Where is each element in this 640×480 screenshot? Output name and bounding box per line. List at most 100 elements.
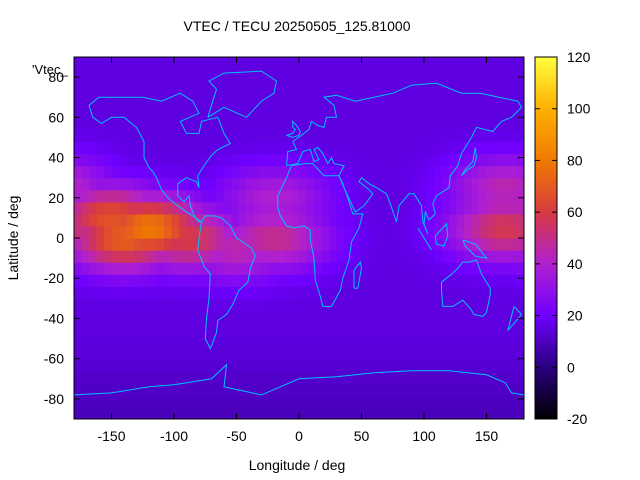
heatmap-cell	[389, 69, 398, 82]
heatmap-cell	[456, 382, 465, 396]
heatmap-cell	[201, 358, 210, 372]
heatmap-cell	[336, 382, 345, 396]
heatmap-cell	[104, 286, 113, 299]
heatmap-cell	[381, 177, 390, 191]
heatmap-cell	[344, 286, 353, 299]
heatmap-cell	[111, 262, 120, 275]
heatmap-cell	[494, 57, 503, 70]
heatmap-cell	[366, 394, 375, 408]
heatmap-cell	[374, 286, 383, 299]
heatmap-cell	[299, 81, 308, 94]
chart-title: VTEC / TECU 20250505_125.81000	[183, 18, 410, 34]
heatmap-cell	[344, 334, 353, 348]
heatmap-cell	[479, 274, 488, 287]
heatmap-cell	[89, 358, 98, 372]
heatmap-cell	[104, 250, 113, 263]
heatmap-cell	[344, 93, 353, 106]
heatmap-cell	[284, 358, 293, 372]
heatmap-cell	[134, 382, 143, 396]
heatmap-cell	[501, 406, 510, 419]
heatmap-cell	[186, 105, 195, 118]
heatmap-cell	[89, 81, 98, 94]
heatmap-cell	[374, 394, 383, 408]
heatmap-cell	[156, 238, 165, 251]
heatmap-cell	[486, 105, 495, 118]
heatmap-cell	[434, 310, 443, 324]
heatmap-cell	[321, 93, 330, 106]
heatmap-cell	[89, 298, 98, 311]
heatmap-cell	[216, 262, 225, 275]
heatmap-cell	[501, 346, 510, 360]
heatmap-cell	[156, 165, 165, 179]
heatmap-cell	[239, 129, 248, 143]
heatmap-cell	[246, 250, 255, 263]
heatmap-cell	[456, 346, 465, 360]
heatmap-cell	[231, 310, 240, 324]
heatmap-cell	[411, 310, 420, 324]
heatmap-cell	[254, 298, 263, 311]
heatmap-cell	[149, 153, 158, 167]
heatmap-cell	[434, 141, 443, 155]
heatmap-cell	[111, 394, 120, 408]
heatmap-cell	[224, 141, 233, 155]
heatmap-cell	[156, 93, 165, 106]
heatmap-cell	[74, 310, 83, 324]
heatmap-cell	[194, 225, 203, 239]
heatmap-cell	[194, 189, 203, 203]
heatmap-cell	[329, 105, 338, 118]
heatmap-cell	[224, 213, 233, 227]
heatmap-cell	[314, 189, 323, 203]
heatmap-cell	[351, 213, 360, 227]
heatmap-cell	[156, 57, 165, 70]
heatmap-cell	[329, 225, 338, 239]
heatmap-cell	[321, 322, 330, 336]
heatmap-cell	[104, 274, 113, 287]
heatmap-cell	[351, 81, 360, 94]
heatmap-cell	[479, 129, 488, 143]
heatmap-cell	[464, 165, 473, 179]
heatmap-cell	[179, 57, 188, 70]
heatmap-cell	[119, 238, 128, 251]
heatmap-cell	[194, 81, 203, 94]
heatmap-cell	[494, 141, 503, 155]
heatmap-cell	[104, 201, 113, 215]
heatmap-cell	[306, 274, 315, 287]
heatmap-cell	[269, 382, 278, 396]
heatmap-cell	[464, 117, 473, 130]
heatmap-cell	[126, 165, 135, 179]
heatmap-cell	[299, 370, 308, 384]
heatmap-cell	[374, 346, 383, 360]
heatmap-cell	[171, 334, 180, 348]
heatmap-cell	[194, 394, 203, 408]
heatmap-cell	[404, 81, 413, 94]
heatmap-cell	[156, 69, 165, 82]
heatmap-cell	[231, 177, 240, 191]
heatmap-cell	[314, 298, 323, 311]
heatmap-cell	[81, 177, 90, 191]
heatmap-cell	[419, 250, 428, 263]
heatmap-cell	[396, 93, 405, 106]
heatmap-cell	[344, 105, 353, 118]
heatmap-cell	[149, 225, 158, 239]
heatmap-cell	[471, 310, 480, 324]
heatmap-cell	[291, 274, 300, 287]
heatmap-cell	[126, 238, 135, 251]
heatmap-cell	[404, 334, 413, 348]
heatmap-cell	[299, 298, 308, 311]
heatmap-cell	[74, 153, 83, 167]
heatmap-cell	[141, 105, 150, 118]
heatmap-cell	[374, 213, 383, 227]
heatmap-cell	[239, 262, 248, 275]
heatmap-cell	[134, 141, 143, 155]
heatmap-cell	[336, 213, 345, 227]
heatmap-cell	[344, 406, 353, 419]
heatmap-cell	[134, 117, 143, 130]
heatmap-cell	[486, 177, 495, 191]
heatmap-cell	[344, 117, 353, 130]
heatmap-cell	[231, 394, 240, 408]
heatmap-cell	[419, 69, 428, 82]
heatmap-cell	[381, 93, 390, 106]
heatmap-cell	[291, 93, 300, 106]
heatmap-cell	[179, 370, 188, 384]
heatmap-cell	[456, 165, 465, 179]
